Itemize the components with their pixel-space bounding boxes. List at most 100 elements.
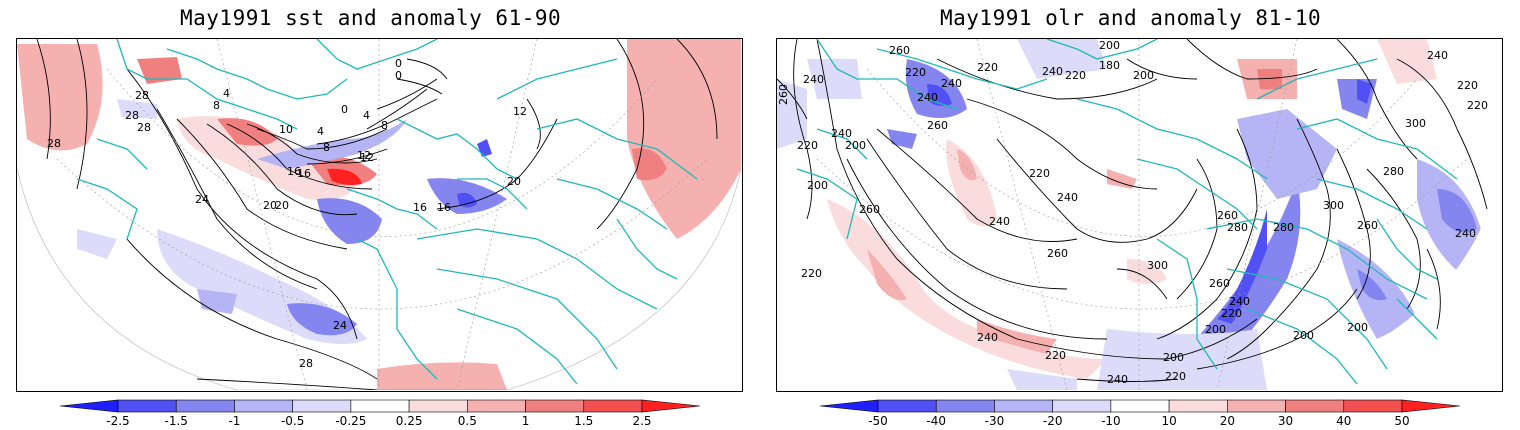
colorbar-tick-label: 0.25 xyxy=(396,414,423,428)
contour-label: 12 xyxy=(357,149,371,162)
contour-label: 240 xyxy=(831,127,852,140)
contour-label: 240 xyxy=(1427,49,1448,62)
contour-label: 16 xyxy=(297,167,311,180)
contour-label: 20 xyxy=(275,199,289,212)
colorbar-tick-label: -10 xyxy=(1101,414,1121,428)
colorbar-tick-label: -0.25 xyxy=(335,414,366,428)
colorbar-tick-label: 1.5 xyxy=(574,414,593,428)
contour-label: 0 xyxy=(341,103,348,116)
colorbar-tick-label: 2.5 xyxy=(632,414,651,428)
contour-label: 260 xyxy=(1047,247,1068,260)
contour-label: 20 xyxy=(263,199,277,212)
contour-label: 240 xyxy=(803,73,824,86)
colorbar-tick-label: -2.5 xyxy=(106,414,129,428)
contour-label: 16 xyxy=(437,201,451,214)
olr-map-svg: 260 240 220 200 240 220 240 260 240 200 … xyxy=(777,39,1501,390)
contour-label: 16 xyxy=(413,201,427,214)
colorbar-tick-label: 20 xyxy=(1220,414,1235,428)
contour-label: 24 xyxy=(195,193,209,206)
colorbar-tick-label: -0.5 xyxy=(281,414,304,428)
colorbar-box xyxy=(1110,399,1170,413)
colorbar-box xyxy=(1227,399,1286,413)
sst-pos-anomaly xyxy=(17,44,103,151)
colorbar-box xyxy=(175,399,235,413)
contour-label: 240 xyxy=(917,91,938,104)
colorbar-box xyxy=(877,399,937,413)
olr-colorbar: -50 -40 -30 -20 -10 10 20 30 40 50 xyxy=(819,396,1461,428)
contour-label: 24 xyxy=(333,319,347,332)
colorbar-arrow-high xyxy=(641,399,701,413)
contour-label: 10 xyxy=(279,123,293,136)
olr-panel-title: May1991 olr and anomaly 81-10 xyxy=(940,6,1322,30)
colorbar-box xyxy=(292,399,352,413)
colorbar-arrow-high xyxy=(1401,399,1461,413)
olr-coastlines xyxy=(796,39,1458,385)
colorbar-box xyxy=(1343,399,1403,413)
colorbar-arrow-low xyxy=(819,399,879,413)
colorbar-box xyxy=(1285,399,1345,413)
sst-map: 28 28 28 24 20 16 16 12 8 4 0 0 4 8 10 1… xyxy=(16,38,743,392)
olr-grid xyxy=(816,39,1468,390)
colorbar-tick-label: -40 xyxy=(926,414,946,428)
contour-label: 220 xyxy=(797,139,818,152)
sst-grid xyxy=(56,39,708,390)
contour-label: 220 xyxy=(1029,167,1050,180)
contour-label: 200 xyxy=(1163,351,1184,364)
olr-contours xyxy=(777,39,1488,382)
contour-label: 260 xyxy=(1217,209,1238,222)
contour-label: 240 xyxy=(1229,295,1250,308)
contour-label: 0 xyxy=(395,57,402,70)
contour-label: 28 xyxy=(47,137,61,150)
contour-label: 8 xyxy=(381,119,388,132)
contour-label: 4 xyxy=(223,87,230,100)
colorbar-box xyxy=(117,399,177,413)
sst-colorbar-svg: -2.5 -1.5 -1 -0.5 -0.25 0.25 0.5 1 1.5 2.5 xyxy=(59,399,701,428)
sst-coastlines xyxy=(76,39,698,385)
colorbar-box xyxy=(1052,399,1112,413)
colorbar-tick-label: 0.5 xyxy=(458,414,477,428)
colorbar-box xyxy=(935,399,995,413)
contour-label: 260 xyxy=(927,119,948,132)
contour-label: 300 xyxy=(1323,199,1344,212)
colorbar-tick-label: -1 xyxy=(228,414,240,428)
contour-label: 28 xyxy=(137,121,151,134)
contour-label: 28 xyxy=(125,109,139,122)
contour-label: 220 xyxy=(801,267,822,280)
colorbar-box xyxy=(467,399,526,413)
contour-label: 240 xyxy=(989,215,1010,228)
contour-label: 260 xyxy=(1357,219,1378,232)
contour-label: 28 xyxy=(299,357,313,370)
contour-label: 220 xyxy=(1045,349,1066,362)
colorbar-box xyxy=(1168,399,1228,413)
contour-label: 260 xyxy=(1209,277,1230,290)
contour-label: 200 xyxy=(1347,321,1368,334)
contour-label: 12 xyxy=(513,105,527,118)
contour-label: 200 xyxy=(1099,39,1120,52)
contour-label: 260 xyxy=(777,84,790,105)
contour-label: 280 xyxy=(1383,165,1404,178)
contour-label: 220 xyxy=(1221,307,1242,320)
contour-label: 260 xyxy=(889,44,910,57)
sst-colorbar-boxes xyxy=(59,399,701,413)
contour-label: 20 xyxy=(507,175,521,188)
colorbar-tick-label: 50 xyxy=(1394,414,1409,428)
contour-label: 240 xyxy=(941,77,962,90)
contour-label: 200 xyxy=(845,139,866,152)
colorbar-tick-label: 40 xyxy=(1336,414,1351,428)
contour-label: 220 xyxy=(1065,69,1086,82)
sst-colorbar-ticks: -2.5 -1.5 -1 -0.5 -0.25 0.25 0.5 1 1.5 2.5 xyxy=(106,414,651,428)
contour-label: 12 xyxy=(360,151,374,164)
sst-panel-title: May1991 sst and anomaly 61-90 xyxy=(180,6,562,30)
contour-label: 300 xyxy=(1147,259,1168,272)
contour-label: 28 xyxy=(135,89,149,102)
olr-colorbar-svg: -50 -40 -30 -20 -10 10 20 30 40 50 xyxy=(819,399,1461,428)
sst-contour-labels: 28 28 28 24 20 16 16 12 8 4 0 0 4 8 10 1… xyxy=(47,57,527,370)
colorbar-arrow-low xyxy=(59,399,119,413)
contour-label: 240 xyxy=(1057,191,1078,204)
contour-label: 4 xyxy=(363,109,370,122)
contour-label: 8 xyxy=(213,99,220,112)
contour-label: 280 xyxy=(1227,221,1248,234)
contour-label: 220 xyxy=(905,66,926,79)
colorbar-box xyxy=(234,399,293,413)
contour-label: 220 xyxy=(1467,99,1488,112)
